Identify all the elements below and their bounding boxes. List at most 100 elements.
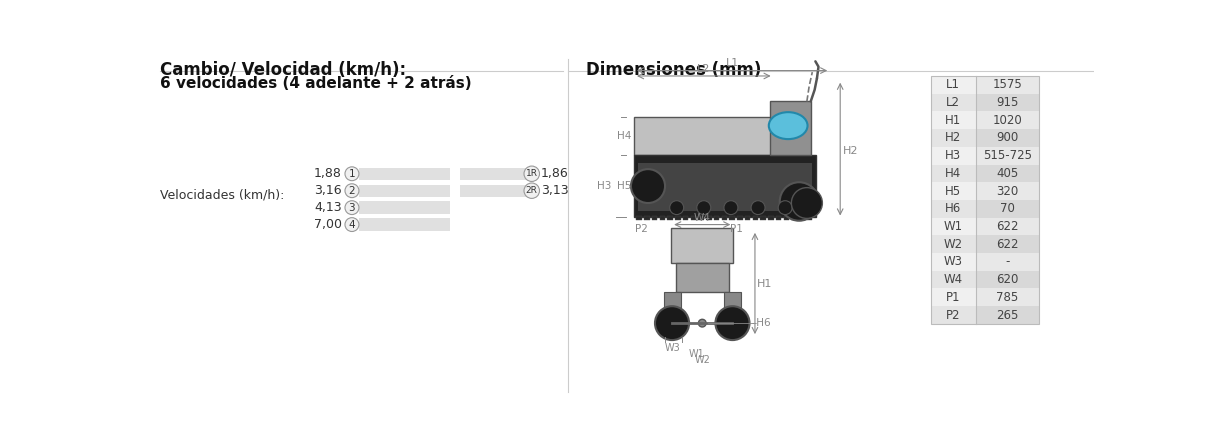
FancyBboxPatch shape [683,216,688,220]
Text: 265: 265 [996,308,1019,321]
Text: L1: L1 [946,78,961,91]
Text: W2: W2 [944,238,963,251]
Text: H4: H4 [945,167,962,180]
Text: 320: 320 [996,185,1019,198]
Text: L1: L1 [726,58,738,68]
FancyBboxPatch shape [931,253,975,271]
Text: 3: 3 [349,202,355,213]
FancyBboxPatch shape [975,218,1040,236]
FancyBboxPatch shape [753,216,758,220]
FancyBboxPatch shape [931,147,975,164]
Text: -: - [1006,255,1009,269]
Text: 1R: 1R [525,169,537,178]
FancyBboxPatch shape [807,216,812,220]
Text: 622: 622 [996,220,1019,233]
FancyBboxPatch shape [644,216,649,220]
FancyBboxPatch shape [359,219,450,231]
Text: L2: L2 [697,64,710,75]
Text: H2: H2 [945,131,962,144]
FancyBboxPatch shape [975,147,1040,164]
Circle shape [751,201,765,215]
Text: 4: 4 [349,219,355,230]
FancyBboxPatch shape [931,76,975,94]
Text: W3: W3 [944,255,963,269]
FancyBboxPatch shape [676,263,728,292]
FancyBboxPatch shape [931,218,975,236]
FancyBboxPatch shape [745,216,750,220]
Text: H1: H1 [758,279,772,289]
FancyBboxPatch shape [975,94,1040,111]
Text: P2: P2 [946,308,961,321]
Text: 1,88: 1,88 [314,167,342,180]
FancyBboxPatch shape [634,155,816,217]
Circle shape [345,167,359,181]
FancyBboxPatch shape [776,216,782,220]
Text: Velocidades (km/h):: Velocidades (km/h): [159,188,285,202]
FancyBboxPatch shape [975,76,1040,94]
Text: P1: P1 [946,291,961,304]
Text: 7,00: 7,00 [314,218,342,231]
FancyBboxPatch shape [931,200,975,218]
Circle shape [724,201,738,215]
FancyBboxPatch shape [730,216,734,220]
FancyBboxPatch shape [671,228,733,263]
Text: 6 velocidades (4 adelante + 2 atrás): 6 velocidades (4 adelante + 2 atrás) [159,76,472,91]
Text: H3: H3 [945,149,962,162]
FancyBboxPatch shape [783,216,789,220]
FancyBboxPatch shape [668,216,672,220]
FancyBboxPatch shape [359,185,450,197]
Text: 622: 622 [996,238,1019,251]
FancyBboxPatch shape [721,216,727,220]
Text: 915: 915 [996,96,1019,109]
Text: H5: H5 [618,181,632,191]
FancyBboxPatch shape [975,129,1040,147]
Text: 70: 70 [1001,202,1015,215]
FancyBboxPatch shape [931,182,975,200]
Text: Cambio/ Velocidad (km/h):: Cambio/ Velocidad (km/h): [159,61,406,79]
FancyBboxPatch shape [792,216,796,220]
Text: –H6: –H6 [751,318,771,328]
Circle shape [715,306,749,340]
Text: W1: W1 [944,220,963,233]
Text: 3,16: 3,16 [314,184,342,197]
Text: H5: H5 [945,185,962,198]
Text: W4: W4 [694,213,710,223]
Text: 620: 620 [996,273,1019,286]
Text: 900: 900 [996,131,1019,144]
FancyBboxPatch shape [460,168,534,180]
FancyBboxPatch shape [975,111,1040,129]
FancyBboxPatch shape [714,216,720,220]
FancyBboxPatch shape [975,271,1040,288]
Text: H1: H1 [945,114,962,127]
Text: 515-725: 515-725 [983,149,1032,162]
FancyBboxPatch shape [634,117,773,155]
FancyBboxPatch shape [975,253,1040,271]
Circle shape [778,201,792,215]
Text: H4: H4 [618,131,632,141]
Text: H2: H2 [843,147,858,156]
FancyBboxPatch shape [975,306,1040,324]
FancyBboxPatch shape [636,216,642,220]
Text: P2: P2 [636,224,648,234]
Circle shape [698,319,706,327]
FancyBboxPatch shape [931,94,975,111]
FancyBboxPatch shape [931,288,975,306]
Text: W3: W3 [665,343,681,353]
Text: L2: L2 [946,96,961,109]
Circle shape [779,182,818,221]
FancyBboxPatch shape [799,216,805,220]
FancyBboxPatch shape [931,111,975,129]
Text: 2R: 2R [525,186,537,195]
FancyBboxPatch shape [724,292,741,309]
Text: 2: 2 [349,186,355,196]
FancyBboxPatch shape [460,185,534,197]
Circle shape [345,184,359,198]
FancyBboxPatch shape [975,182,1040,200]
Text: 1020: 1020 [992,114,1023,127]
Text: 4,13: 4,13 [314,201,342,214]
FancyBboxPatch shape [706,216,711,220]
FancyBboxPatch shape [975,164,1040,182]
FancyBboxPatch shape [638,163,812,211]
Text: 1: 1 [349,169,355,179]
FancyBboxPatch shape [698,216,704,220]
